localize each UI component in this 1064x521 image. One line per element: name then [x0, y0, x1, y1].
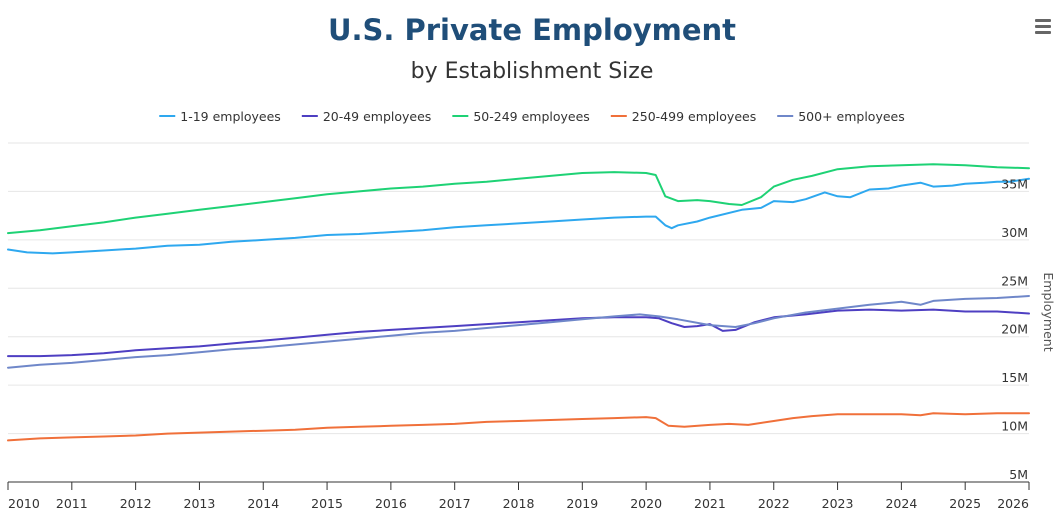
x-axis: 2010 2011 2012 2013 2014 2015 2016 2017 2018 2019…	[7, 481, 1030, 511]
chart-subtitle: by Establishment Size	[411, 59, 654, 84]
series-line-20-49-employees[interactable]	[7, 308, 1030, 358]
legend-label: 500+ employees	[798, 109, 905, 124]
series-line-250-499-employees[interactable]	[7, 412, 1030, 442]
legend-item-20-49-employees[interactable]: 20-49 employees	[301, 109, 432, 124]
x-tick-label: 2024	[885, 496, 917, 511]
series-line-50-249-employees[interactable]	[7, 163, 1030, 235]
legend-item-1-19-employees[interactable]: 1-19 employees	[159, 109, 281, 124]
x-tick-label: 2016	[375, 496, 407, 511]
series-lines	[7, 163, 1030, 442]
y-tick-label: 15M	[1001, 370, 1028, 385]
x-tick-label: 2015	[311, 496, 343, 511]
x-tick-label: 2018	[503, 496, 535, 511]
x-tick-label: 2023	[822, 496, 854, 511]
y-axis-title: Employment	[1041, 272, 1056, 351]
legend-label: 50-249 employees	[473, 109, 589, 124]
x-tick-label: 2021	[694, 496, 726, 511]
y-tick-label: 5M	[1009, 467, 1028, 482]
x-tick-label: 2014	[247, 496, 279, 511]
x-tick-label: 2012	[120, 496, 152, 511]
y-axis: 5M 10M 15M 20M 25M 30M 35M	[1001, 176, 1028, 482]
legend-label: 20-49 employees	[323, 109, 432, 124]
y-tick-label: 25M	[1001, 273, 1028, 288]
legend-item-50-249-employees[interactable]: 50-249 employees	[452, 109, 590, 124]
hamburger-menu-icon[interactable]	[1034, 18, 1052, 37]
x-tick-label: 2017	[439, 496, 471, 511]
y-tick-label: 35M	[1001, 176, 1028, 191]
x-tick-label: 2025	[949, 496, 981, 511]
x-tick-label: 2022	[758, 496, 790, 511]
x-tick-label: 2010	[8, 496, 40, 511]
legend-item-500-employees[interactable]: 500+ employees	[777, 109, 905, 124]
chart-title: U.S. Private Employment	[328, 13, 736, 47]
legend-label: 250-499 employees	[632, 109, 756, 124]
series-line-1-19-employees[interactable]	[7, 177, 1030, 255]
grid	[8, 142, 1029, 483]
x-tick-label: 2026	[997, 496, 1029, 511]
y-tick-label: 30M	[1001, 225, 1028, 240]
legend-label: 1-19 employees	[180, 109, 281, 124]
legend-item-250-499-employees[interactable]: 250-499 employees	[610, 109, 756, 124]
x-tick-label: 2020	[630, 496, 662, 511]
series-line-500-employees[interactable]	[7, 295, 1030, 369]
legend: 1-19 employees 20-49 employees 50-249 empl…	[159, 109, 905, 124]
y-tick-label: 20M	[1001, 322, 1028, 337]
y-tick-label: 10M	[1001, 419, 1028, 434]
x-tick-label: 2013	[184, 496, 216, 511]
x-tick-label: 2011	[56, 496, 88, 511]
x-tick-label: 2019	[566, 496, 598, 511]
